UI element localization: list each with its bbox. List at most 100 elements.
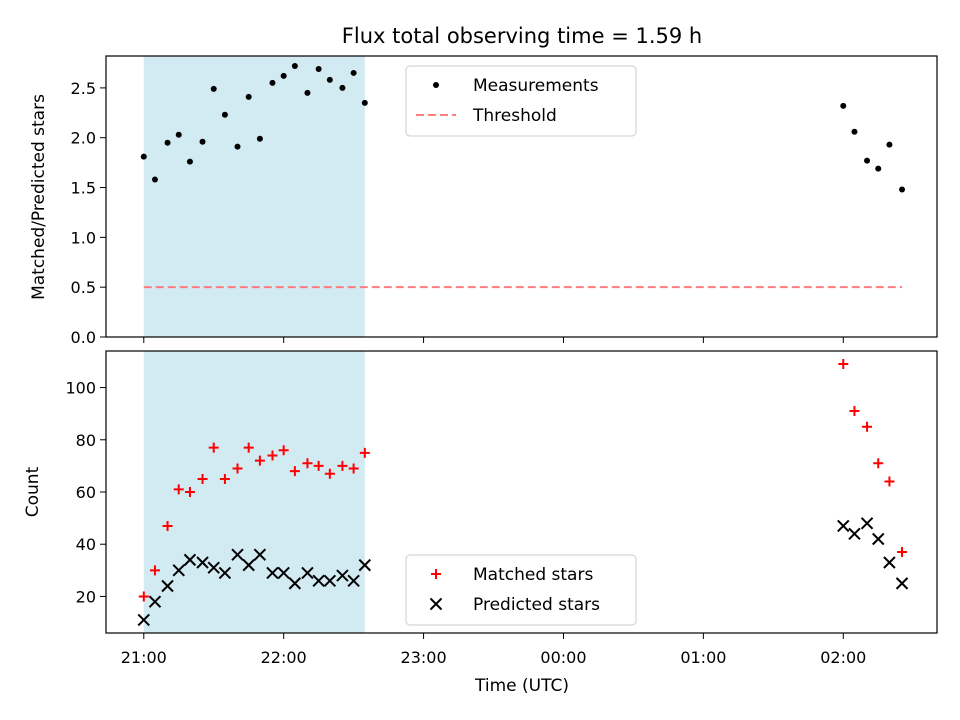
matched-stars-point: [302, 458, 313, 469]
measurements-point: [851, 128, 858, 135]
bottom-panel-y-tick-label: 60: [76, 483, 96, 502]
x-tick-label: 02:00: [820, 648, 866, 667]
predicted-stars-point: [323, 574, 337, 587]
matched-stars-point: [838, 359, 849, 370]
top-panel-shaded-span: [143, 56, 365, 337]
legend-matched-stars-swatch: [431, 569, 441, 579]
measurements-point: [140, 153, 147, 160]
bottom-panel-y-axis-label: Count: [23, 466, 43, 517]
predicted-stars-point: [837, 519, 850, 533]
predicted-stars-point: [895, 577, 909, 590]
predicted-stars-point: [207, 561, 220, 574]
predicted-stars-point: [358, 558, 372, 572]
predicted-stars-point: [301, 566, 314, 580]
legend-predicted-stars-label: Predicted stars: [473, 595, 600, 615]
predicted-stars-point: [148, 595, 162, 608]
matched-stars-point: [849, 406, 860, 417]
top-panel-y-axis-label: Matched/Predicted stars: [29, 94, 49, 300]
chart-title: Flux total observing time = 1.59 h: [342, 24, 702, 48]
matched-stars-point: [897, 547, 908, 558]
measurements-point: [339, 84, 346, 91]
predicted-stars-point: [312, 574, 325, 587]
matched-stars-point: [278, 445, 289, 456]
predicted-stars-point: [253, 548, 267, 561]
matched-stars-point: [862, 421, 873, 432]
x-tick-label: 01:00: [680, 648, 726, 667]
bottom-panel: 20 40 60 80 100 21:00 22:00 23:00 00:00 01:00 02:0…: [65, 350, 938, 667]
matched-stars-point: [289, 466, 300, 477]
predicted-stars-point: [872, 532, 885, 546]
predicted-stars-point: [860, 517, 874, 530]
matched-stars-point: [267, 450, 278, 461]
predicted-stars-point: [347, 574, 360, 587]
x-tick-label: 22:00: [261, 648, 307, 667]
predicted-stars-point: [161, 579, 174, 593]
bottom-panel-y-tick-label: 80: [76, 431, 96, 450]
matched-stars-point: [337, 460, 348, 471]
measurements-point: [875, 165, 882, 172]
legend-predicted-stars-swatch: [429, 597, 443, 611]
matched-stars-point: [162, 520, 173, 531]
bottom-panel-shaded-span: [143, 351, 365, 633]
predicted-stars-point: [336, 569, 349, 582]
bottom-panel-legend-box: [405, 554, 637, 626]
bottom-panel-frame: [105, 350, 938, 634]
matched-stars-point: [324, 468, 335, 479]
measurements-point: [886, 141, 893, 148]
matched-stars-point: [208, 442, 219, 453]
top-panel-y-tick-label: 1.5: [71, 179, 96, 198]
predicted-stars-point: [288, 577, 302, 590]
matched-stars-point: [173, 484, 184, 495]
measurements-point: [326, 76, 333, 83]
top-panel-y-tick-label: 0.5: [71, 278, 96, 297]
predicted-stars-point: [218, 566, 232, 580]
predicted-stars-point: [242, 558, 255, 572]
measurements-point: [361, 99, 368, 106]
matched-stars-point: [149, 565, 160, 576]
measurements-point: [256, 135, 263, 142]
measurements-point: [269, 79, 276, 86]
x-tick-label: 21:00: [121, 648, 167, 667]
measurements-point: [864, 157, 871, 164]
bottom-panel-y-tick-label: 20: [76, 587, 96, 606]
measurements-point: [315, 65, 322, 72]
x-axis-label: Time (UTC): [474, 676, 569, 696]
top-panel-y-tick-label: 1.0: [71, 228, 96, 247]
matched-stars-point: [884, 476, 895, 487]
legend-measurements-label: Measurements: [473, 76, 599, 96]
measurements-point: [151, 176, 158, 183]
top-panel: 0.0 0.5 1.0 1.5 2.0 2.5 Measurements Threshold: [71, 55, 938, 347]
bottom-panel-legend: Matched stars Predicted stars: [405, 554, 637, 626]
matched-stars-point: [138, 591, 149, 602]
matched-stars-point: [359, 447, 370, 458]
top-panel-y-tick-label: 2.0: [71, 129, 96, 148]
legend-measurements-swatch: [433, 82, 439, 88]
predicted-stars-point: [277, 566, 290, 580]
legend-matched-stars-label: Matched stars: [473, 565, 593, 585]
matched-stars-point: [219, 473, 230, 484]
top-panel-legend-box: [405, 65, 637, 137]
measurements-point: [350, 69, 357, 76]
predicted-stars-point: [848, 527, 861, 540]
matched-stars-point: [243, 442, 254, 453]
matched-stars-point: [232, 463, 243, 474]
measurements-point: [840, 102, 847, 109]
matched-stars-point: [197, 473, 208, 484]
predicted-stars-point: [231, 548, 244, 561]
matched-stars-point: [254, 455, 265, 466]
bottom-panel-y-tick-label: 40: [76, 535, 96, 554]
measurements-point: [899, 186, 906, 193]
predicted-stars-point: [196, 556, 209, 569]
measurements-point: [234, 143, 241, 150]
matched-stars-point: [348, 463, 359, 474]
measurements-point: [291, 62, 298, 69]
x-tick-label: 23:00: [401, 648, 447, 667]
measurements-point: [304, 89, 311, 96]
predicted-stars-point: [183, 553, 197, 567]
bottom-panel-y-tick-label: 100: [65, 379, 96, 398]
matched-stars-point: [184, 487, 195, 497]
predicted-stars-point: [172, 564, 185, 577]
predicted-stars-point: [883, 556, 896, 569]
measurements-point: [280, 72, 287, 79]
